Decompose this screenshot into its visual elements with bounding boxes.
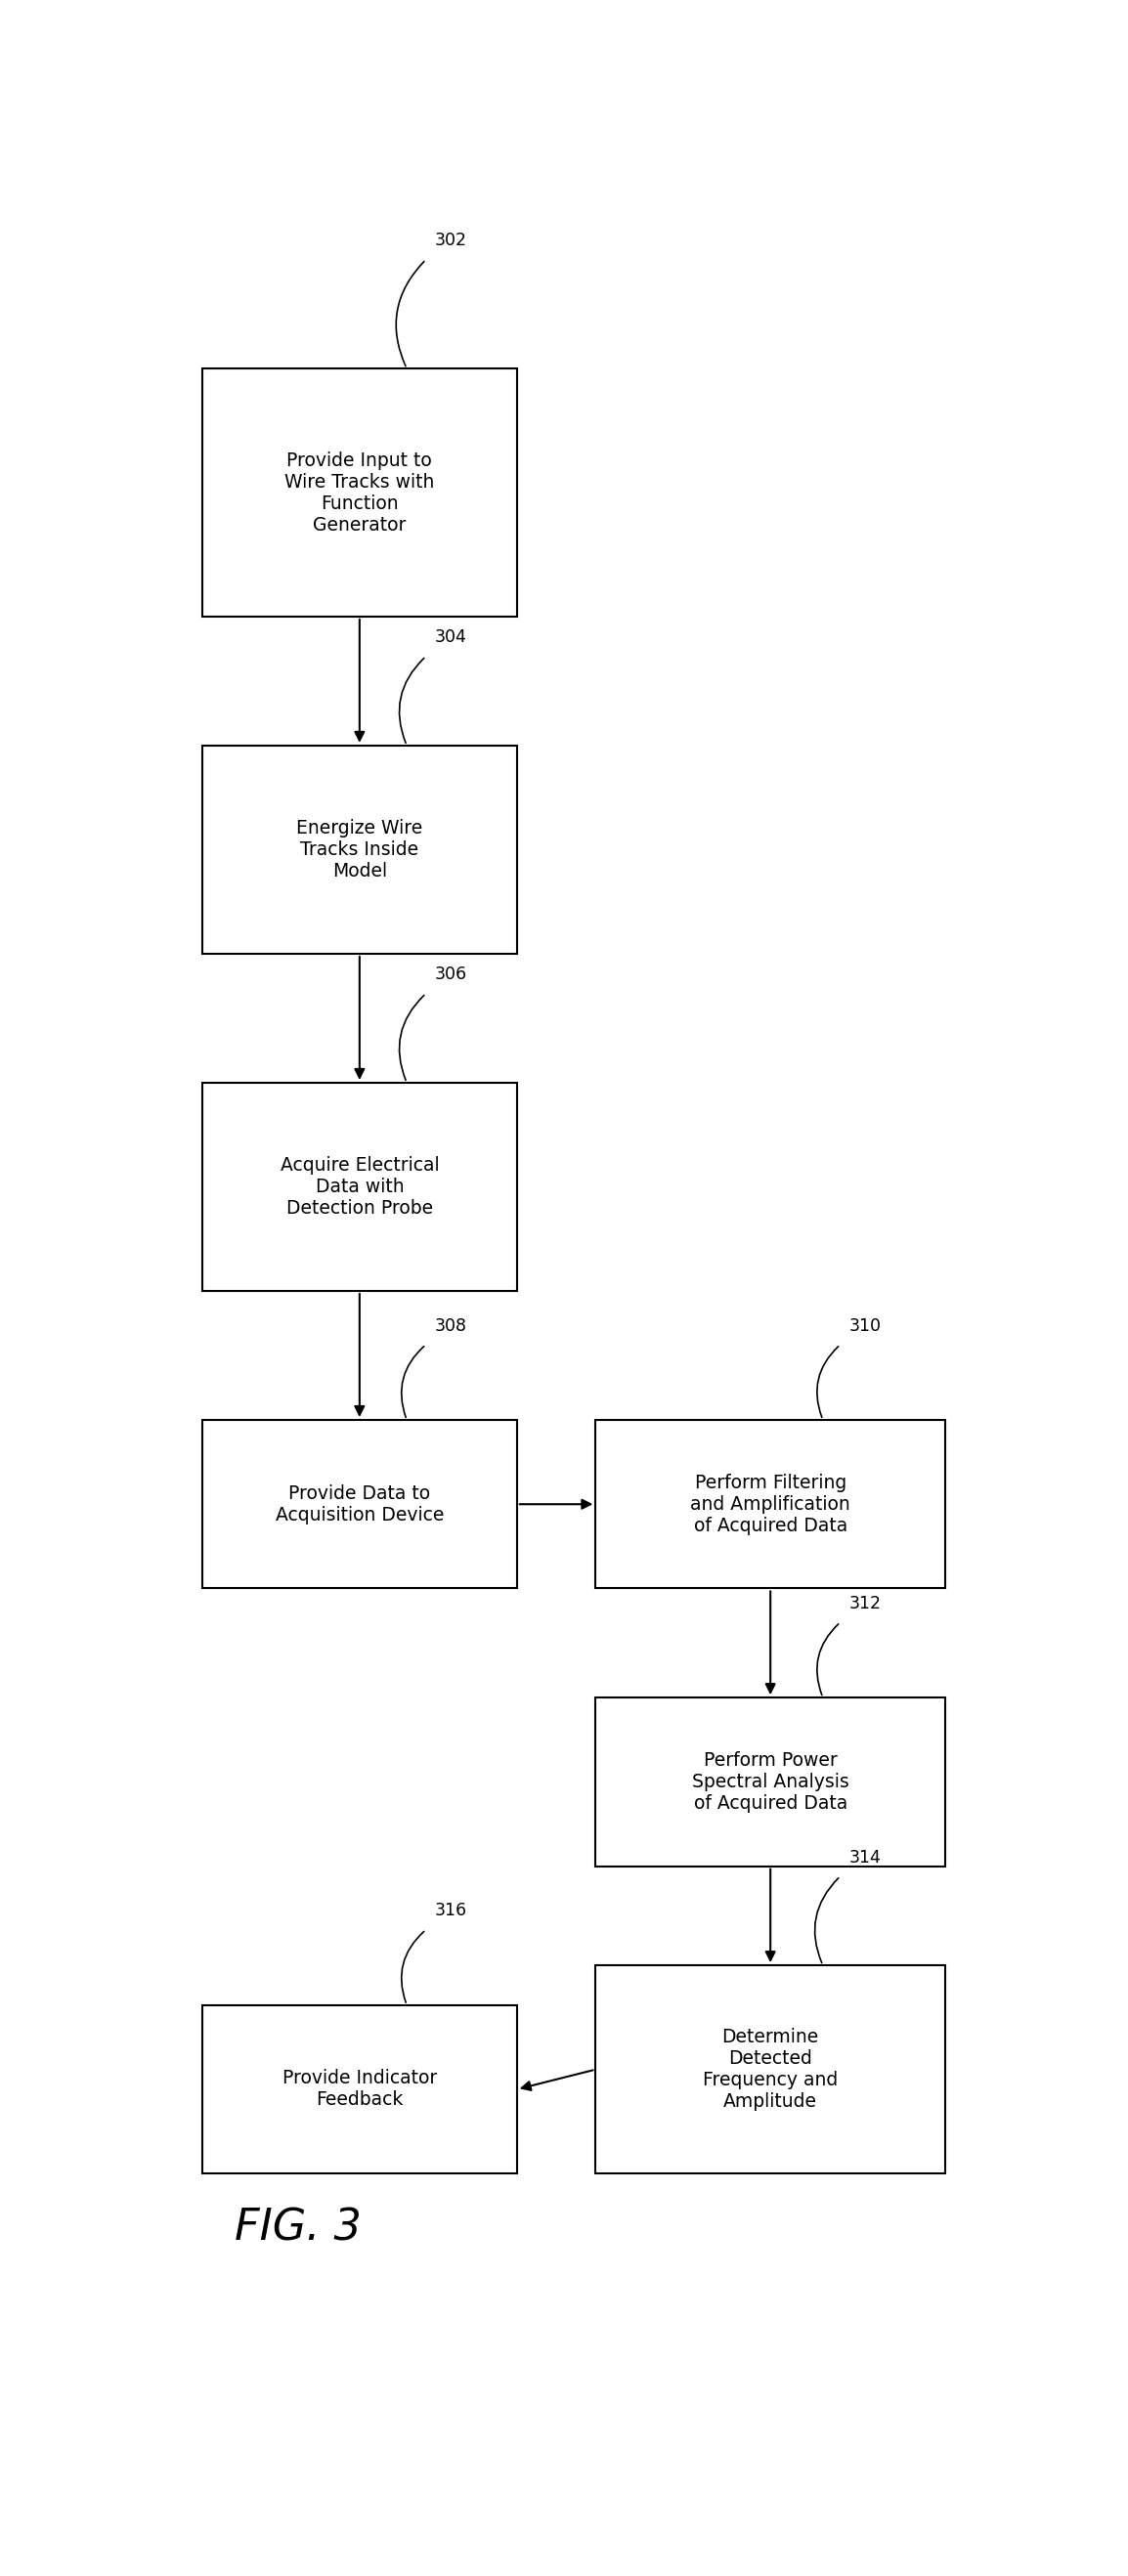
- Text: Provide Indicator
Feedback: Provide Indicator Feedback: [282, 2069, 437, 2110]
- FancyBboxPatch shape: [596, 1965, 945, 2174]
- FancyArrowPatch shape: [766, 1592, 775, 1692]
- FancyArrowPatch shape: [766, 1870, 775, 1960]
- FancyArrowPatch shape: [355, 956, 364, 1077]
- Text: Energize Wire
Tracks Inside
Model: Energize Wire Tracks Inside Model: [297, 819, 423, 881]
- FancyBboxPatch shape: [202, 368, 517, 616]
- FancyArrowPatch shape: [396, 263, 424, 366]
- Text: 308: 308: [434, 1316, 467, 1334]
- FancyBboxPatch shape: [202, 744, 517, 953]
- Text: 314: 314: [849, 1850, 881, 1865]
- Text: 310: 310: [849, 1316, 881, 1334]
- Text: 306: 306: [434, 966, 467, 984]
- Text: Acquire Electrical
Data with
Detection Probe: Acquire Electrical Data with Detection P…: [280, 1157, 439, 1218]
- Text: FIG. 3: FIG. 3: [235, 2208, 362, 2249]
- FancyArrowPatch shape: [355, 618, 364, 739]
- Text: Perform Power
Spectral Analysis
of Acquired Data: Perform Power Spectral Analysis of Acqui…: [691, 1752, 849, 1814]
- Text: Provide Data to
Acquisition Device: Provide Data to Acquisition Device: [275, 1484, 443, 1525]
- FancyBboxPatch shape: [596, 1419, 945, 1589]
- Text: 302: 302: [434, 232, 467, 250]
- FancyArrowPatch shape: [817, 1347, 838, 1417]
- Text: Perform Filtering
and Amplification
of Acquired Data: Perform Filtering and Amplification of A…: [690, 1473, 851, 1535]
- FancyArrowPatch shape: [402, 1347, 424, 1417]
- FancyArrowPatch shape: [399, 657, 424, 742]
- Text: 304: 304: [434, 629, 467, 647]
- FancyArrowPatch shape: [520, 1499, 591, 1510]
- FancyArrowPatch shape: [402, 1932, 424, 2002]
- FancyBboxPatch shape: [596, 1698, 945, 1865]
- FancyBboxPatch shape: [202, 2004, 517, 2174]
- Text: Determine
Detected
Frequency and
Amplitude: Determine Detected Frequency and Amplitu…: [703, 2027, 838, 2110]
- FancyBboxPatch shape: [202, 1419, 517, 1589]
- Text: Provide Input to
Wire Tracks with
Function
Generator: Provide Input to Wire Tracks with Functi…: [284, 451, 434, 533]
- Text: 312: 312: [849, 1595, 881, 1613]
- FancyArrowPatch shape: [817, 1623, 838, 1695]
- FancyBboxPatch shape: [202, 1082, 517, 1291]
- FancyArrowPatch shape: [522, 2071, 593, 2089]
- FancyArrowPatch shape: [399, 994, 424, 1079]
- FancyArrowPatch shape: [355, 1293, 364, 1414]
- FancyArrowPatch shape: [814, 1878, 838, 1963]
- Text: 316: 316: [434, 1901, 467, 1919]
